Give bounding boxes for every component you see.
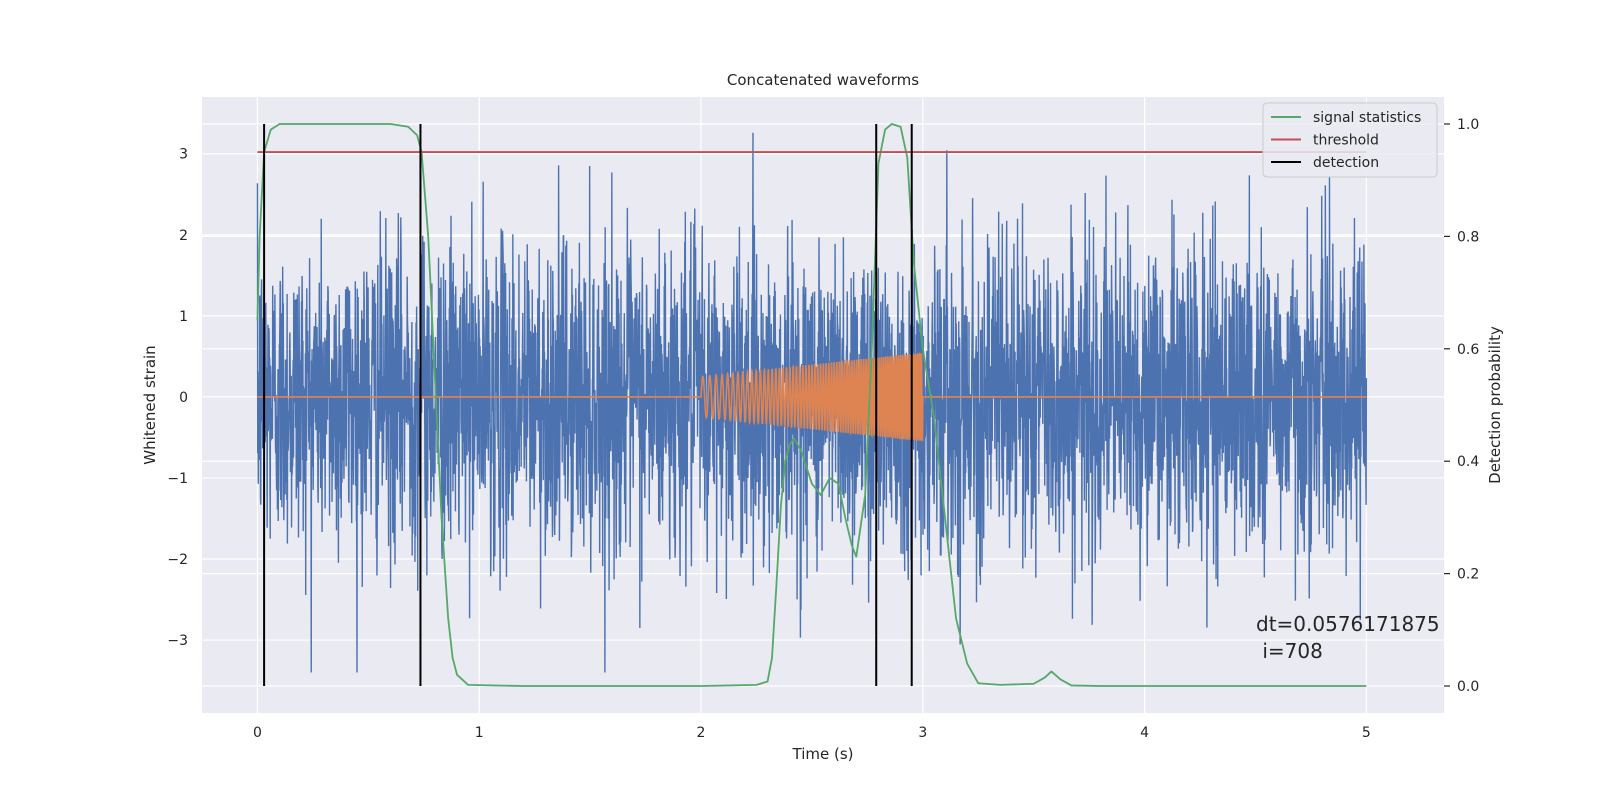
x-tick-label: 3 <box>918 725 927 741</box>
y-tick-label: −3 <box>167 633 188 649</box>
legend-label: signal statistics <box>1313 110 1421 126</box>
y-tick-label: 3 <box>179 147 188 163</box>
annotation: dt=0.0576171875 i=708 <box>1256 612 1440 663</box>
chart-title: Concatenated waveforms <box>727 71 919 89</box>
legend: signal statistics threshold detection <box>1262 102 1438 178</box>
legend-label: threshold <box>1313 133 1379 149</box>
annotation-dt: dt=0.0576171875 <box>1256 612 1440 636</box>
y-tick-label: 0 <box>179 390 188 406</box>
y-tick-label: 2 <box>179 228 188 244</box>
x-tick-label: 4 <box>1140 725 1149 741</box>
y2-tick-label: 0.2 <box>1457 567 1479 583</box>
x-tick-label: 5 <box>1362 725 1371 741</box>
plot-area <box>202 97 1444 713</box>
x-tick-label: 0 <box>253 725 262 741</box>
y-axis-label: Whitened strain <box>141 345 159 464</box>
y2-tick-label: 0.4 <box>1457 454 1479 470</box>
y2-tick-label: 0.0 <box>1457 679 1479 695</box>
y2-tick-label: 0.6 <box>1457 342 1479 358</box>
y2-tick-label: 0.8 <box>1457 229 1479 245</box>
series-noise <box>256 132 1368 673</box>
y2-axis-label: Detection probability <box>1486 326 1504 484</box>
legend-label: detection <box>1313 155 1379 171</box>
x-tick-label: 2 <box>697 725 706 741</box>
series-layer <box>256 123 1368 687</box>
y-tick-label: −1 <box>167 471 188 487</box>
y-tick-label: −2 <box>167 552 188 568</box>
x-tick-label: 1 <box>475 725 484 741</box>
annotation-index: i=708 <box>1256 639 1323 663</box>
ticks: 0 1 2 3 4 5 3 2 1 0 −1 −2 −3 1.0 0.8 0.6 0.4 0.2 0.0 <box>167 117 1479 741</box>
x-axis-label: Time (s) <box>792 745 854 763</box>
y2-tick-label: 1.0 <box>1457 117 1479 133</box>
legend-frame <box>1262 102 1438 178</box>
series-injected-waveform <box>257 352 1367 442</box>
y-tick-label: 1 <box>179 309 188 325</box>
